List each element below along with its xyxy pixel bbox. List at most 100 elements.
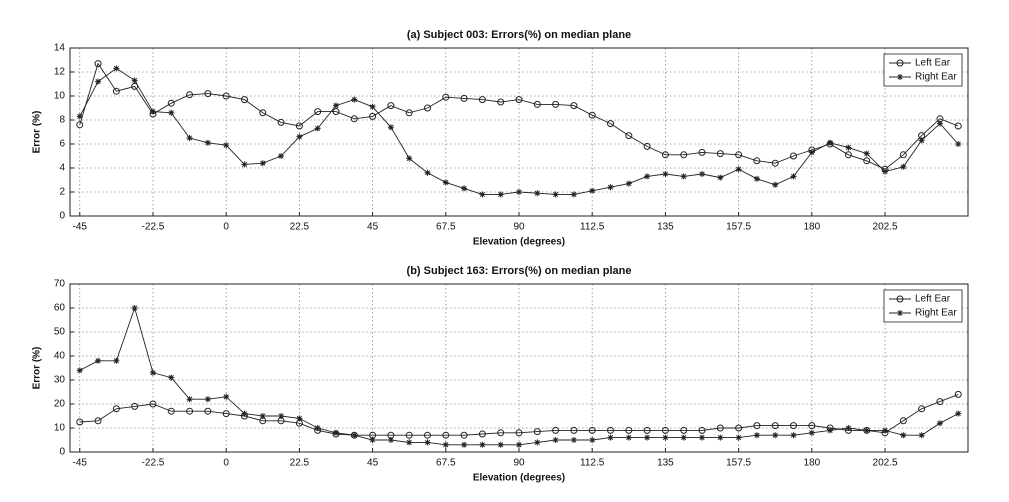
- marker: [625, 180, 632, 187]
- marker: [716, 150, 724, 158]
- marker: [735, 434, 742, 441]
- marker: [259, 109, 267, 117]
- marker: [643, 142, 651, 150]
- marker: [570, 426, 578, 434]
- marker: [259, 160, 266, 167]
- x-tick-label: 202.5: [873, 222, 898, 233]
- marker: [460, 94, 468, 102]
- marker: [955, 410, 962, 417]
- marker: [442, 93, 450, 101]
- marker: [863, 427, 870, 434]
- x-tick-label: 67.5: [436, 458, 456, 469]
- marker: [295, 122, 303, 130]
- marker: [168, 109, 175, 116]
- marker: [897, 310, 903, 316]
- marker: [827, 427, 834, 434]
- marker: [223, 393, 230, 400]
- legend-box: [883, 289, 963, 323]
- x-tick-label: 45: [367, 458, 379, 469]
- marker: [699, 171, 706, 177]
- marker: [808, 422, 816, 430]
- marker: [113, 65, 120, 72]
- x-tick-label: 135: [657, 222, 674, 233]
- marker: [936, 120, 943, 127]
- marker: [387, 102, 395, 110]
- marker: [589, 437, 596, 443]
- marker: [790, 422, 798, 430]
- marker: [515, 429, 523, 437]
- x-tick-label: -22.5: [142, 458, 165, 469]
- marker: [423, 104, 431, 112]
- marker: [442, 179, 449, 186]
- y-tick-label: 12: [54, 67, 66, 78]
- marker: [369, 103, 376, 110]
- marker: [131, 305, 138, 311]
- marker: [680, 426, 688, 434]
- marker: [625, 132, 633, 140]
- marker: [278, 413, 285, 419]
- marker: [918, 137, 925, 144]
- marker: [790, 152, 798, 160]
- marker: [424, 439, 431, 446]
- marker: [954, 122, 962, 130]
- marker: [167, 407, 175, 415]
- marker: [314, 108, 322, 116]
- marker: [918, 405, 926, 413]
- y-tick-label: 0: [59, 447, 65, 458]
- marker: [259, 413, 266, 419]
- marker: [515, 96, 523, 104]
- marker: [845, 144, 852, 151]
- marker: [76, 367, 83, 374]
- marker: [332, 429, 339, 436]
- marker: [406, 439, 413, 446]
- y-tick-label: 10: [54, 423, 66, 434]
- y-axis-label: Error (%): [32, 111, 43, 154]
- marker: [717, 174, 724, 181]
- y-tick-label: 20: [54, 399, 66, 410]
- chart-title: (b) Subject 163: Errors(%) on median pla…: [407, 265, 632, 277]
- marker: [897, 74, 903, 80]
- marker: [478, 430, 486, 438]
- marker: [625, 434, 632, 441]
- marker: [698, 426, 706, 434]
- legend-label: Left Ear: [915, 294, 951, 305]
- marker: [131, 402, 139, 410]
- marker: [131, 77, 138, 84]
- x-tick-label: 22.5: [290, 222, 310, 233]
- marker: [112, 405, 120, 413]
- legend-label: Right Ear: [915, 308, 957, 319]
- marker: [186, 135, 193, 141]
- marker: [753, 157, 761, 165]
- marker: [168, 374, 175, 381]
- marker: [76, 121, 84, 129]
- marker: [278, 153, 285, 159]
- marker: [771, 159, 779, 167]
- marker: [149, 108, 156, 115]
- marker: [753, 175, 760, 182]
- marker: [479, 191, 486, 198]
- marker: [896, 59, 904, 67]
- marker: [369, 112, 377, 120]
- x-tick-label: 157.5: [726, 458, 751, 469]
- x-tick-label: 45: [367, 222, 379, 233]
- marker: [76, 418, 84, 426]
- x-tick-label: 135: [657, 458, 674, 469]
- marker: [186, 407, 194, 415]
- plot-frame: [69, 283, 969, 453]
- y-tick-label: 30: [54, 375, 66, 386]
- y-tick-label: 0: [59, 211, 65, 222]
- marker: [808, 149, 815, 156]
- y-tick-label: 8: [59, 115, 65, 126]
- plot-frame: [69, 47, 969, 217]
- marker: [222, 92, 230, 100]
- marker: [918, 432, 925, 439]
- marker: [423, 431, 431, 439]
- marker: [314, 125, 321, 132]
- marker: [644, 434, 651, 441]
- marker: [662, 171, 669, 177]
- marker: [516, 189, 522, 195]
- x-tick-label: 112.5: [580, 222, 605, 233]
- marker: [204, 139, 211, 146]
- marker: [314, 425, 321, 431]
- x-tick-label: 112.5: [580, 458, 605, 469]
